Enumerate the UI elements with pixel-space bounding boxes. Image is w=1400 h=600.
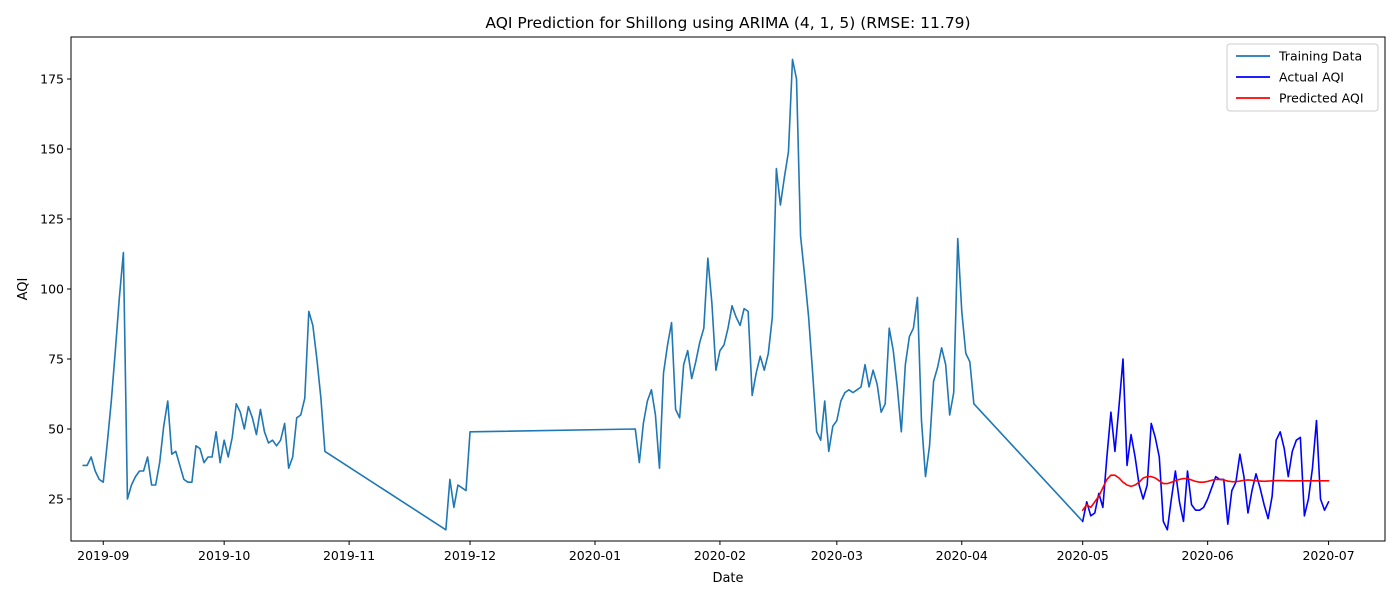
- series-line-predicted-aqi: [1081, 474, 1330, 512]
- axes-frame: [70, 36, 1386, 542]
- y-tick-label: 50: [48, 422, 64, 437]
- y-axis: 25 50 75 100 125 150 175: [40, 72, 71, 507]
- x-tick-label: 2019-09: [77, 548, 129, 563]
- plot-area: [82, 58, 1330, 531]
- y-tick-label: 25: [48, 492, 64, 507]
- chart-title: AQI Prediction for Shillong using ARIMA …: [485, 14, 970, 32]
- x-tick-label: 2020-07: [1302, 548, 1354, 563]
- y-tick-label: 150: [40, 142, 64, 157]
- series-line-training-data: [82, 58, 1084, 531]
- y-tick-label: 100: [40, 282, 64, 297]
- x-axis-label: Date: [712, 571, 743, 586]
- y-tick-label: 175: [40, 72, 64, 87]
- x-tick-label: 2020-04: [936, 548, 988, 563]
- legend-label-training-data: Training Data: [1278, 49, 1362, 64]
- series-line-actual-aqi: [1081, 358, 1330, 531]
- legend-box: [1226, 43, 1379, 112]
- x-axis: 2019-09 2019-10 2019-11 2019-12 2020-01 2020-…: [77, 541, 1355, 563]
- legend-label-actual-aqi: Actual AQI: [1279, 70, 1344, 85]
- y-axis-label: AQI: [16, 278, 31, 301]
- x-tick-label: 2020-03: [811, 548, 863, 563]
- y-tick-label: 125: [40, 212, 64, 227]
- x-tick-label: 2020-06: [1182, 548, 1234, 563]
- x-tick-label: 2019-10: [198, 548, 250, 563]
- legend-label-predicted-aqi: Predicted AQI: [1279, 91, 1364, 106]
- x-tick-label: 2020-01: [569, 548, 621, 563]
- x-tick-label: 2019-11: [323, 548, 375, 563]
- x-tick-label: 2020-02: [694, 548, 746, 563]
- legend: Training Data Actual AQI Predicted AQI: [1226, 43, 1379, 112]
- x-tick-label: 2020-05: [1057, 548, 1109, 563]
- x-tick-label: 2019-12: [444, 548, 496, 563]
- y-tick-label: 75: [48, 352, 64, 367]
